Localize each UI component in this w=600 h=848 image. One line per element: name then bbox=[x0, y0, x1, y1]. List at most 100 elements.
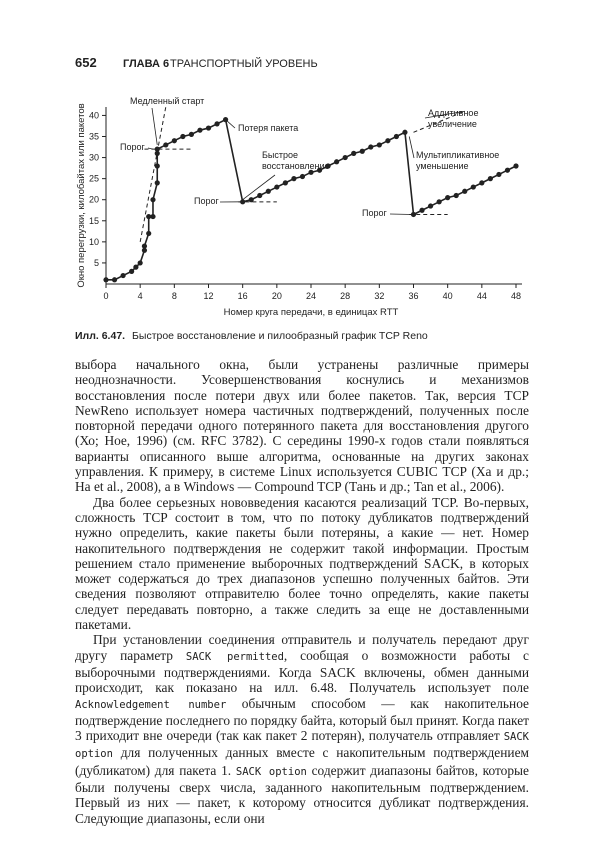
annotation: Быстрое bbox=[262, 150, 298, 160]
annotation-pointer bbox=[242, 174, 276, 201]
annotation: уменьшение bbox=[416, 161, 468, 171]
guide-line bbox=[413, 110, 465, 133]
data-point bbox=[470, 184, 476, 190]
data-point bbox=[419, 207, 425, 213]
x-tick-label: 28 bbox=[340, 291, 350, 301]
x-tick-label: 44 bbox=[477, 291, 487, 301]
data-point bbox=[368, 144, 374, 150]
data-point bbox=[163, 142, 169, 148]
data-point bbox=[453, 192, 459, 199]
annotation-pointer bbox=[147, 147, 154, 150]
data-point bbox=[376, 142, 382, 148]
data-point bbox=[359, 148, 365, 154]
data-point bbox=[111, 277, 118, 283]
data-point bbox=[445, 195, 451, 201]
code-text: Acknowledgement number bbox=[75, 698, 227, 711]
data-point bbox=[513, 163, 519, 169]
annotation-pointer bbox=[408, 136, 415, 159]
data-point bbox=[257, 192, 263, 199]
data-point bbox=[154, 146, 160, 152]
data-point bbox=[154, 150, 160, 156]
data-point bbox=[342, 154, 348, 161]
data-point bbox=[248, 197, 254, 203]
x-tick-label: 4 bbox=[138, 291, 143, 301]
data-point bbox=[180, 133, 186, 140]
data-point bbox=[504, 167, 511, 173]
annotation: Медленный старт bbox=[130, 96, 204, 106]
y-tick-label: 40 bbox=[89, 110, 99, 120]
x-tick-label: 12 bbox=[203, 291, 213, 301]
x-tick-label: 24 bbox=[306, 291, 316, 301]
data-point bbox=[299, 173, 306, 180]
guide-line bbox=[139, 106, 167, 242]
data-point bbox=[427, 203, 434, 209]
data-point bbox=[274, 184, 280, 190]
text-run: При установлении соединения отправитель … bbox=[75, 632, 529, 663]
text-run: для полученных данных вместе с накопител… bbox=[75, 745, 529, 778]
text-run: обычным способом — как накопительное под… bbox=[75, 695, 529, 744]
y-tick-label: 15 bbox=[89, 216, 99, 226]
data-point bbox=[402, 129, 408, 135]
data-point bbox=[385, 138, 391, 144]
data-point bbox=[462, 188, 468, 194]
data-point bbox=[171, 138, 177, 144]
data-point bbox=[393, 133, 400, 140]
y-tick-label: 25 bbox=[89, 174, 99, 184]
figure: 652 ГЛАВА 6 ТРАНСПОРТНЫЙ УРОВЕНЬ Илл. 6.… bbox=[75, 55, 522, 342]
paragraph: При установлении соединения отправитель … bbox=[75, 632, 529, 826]
data-point bbox=[137, 260, 143, 266]
x-tick-label: 48 bbox=[511, 291, 521, 301]
data-point bbox=[479, 180, 485, 186]
data-point bbox=[282, 180, 288, 186]
data-point bbox=[205, 125, 212, 131]
y-tick-label: 30 bbox=[89, 153, 99, 163]
text-run: выбора начального окна, были устранены р… bbox=[75, 357, 529, 495]
data-point bbox=[291, 176, 297, 182]
data-point bbox=[141, 247, 148, 253]
data-point bbox=[146, 213, 152, 220]
x-tick-label: 0 bbox=[103, 291, 108, 301]
annotation-pointer bbox=[225, 119, 236, 129]
y-tick-label: 10 bbox=[89, 237, 99, 247]
data-point bbox=[334, 159, 340, 165]
code-text: SACK permitted bbox=[185, 650, 284, 663]
caption-label: Илл. 6.47. bbox=[75, 330, 125, 342]
data-point bbox=[436, 199, 442, 205]
data-point bbox=[197, 127, 203, 133]
chapter-title: ТРАНСПОРТНЫЙ УРОВЕНЬ bbox=[170, 57, 318, 70]
y-tick-label: 35 bbox=[89, 132, 99, 142]
data-point bbox=[325, 163, 331, 169]
x-tick-label: 20 bbox=[272, 291, 282, 301]
y-tick-label: 20 bbox=[89, 195, 99, 205]
caption-text: Быстрое восстановление и пилообразный гр… bbox=[132, 330, 428, 342]
data-point bbox=[150, 197, 156, 203]
data-point bbox=[154, 180, 160, 186]
page-number: 652 bbox=[75, 55, 97, 70]
data-point bbox=[120, 272, 126, 279]
data-point bbox=[487, 176, 493, 182]
data-point bbox=[308, 169, 314, 175]
x-tick-label: 40 bbox=[443, 291, 453, 301]
annotation: Порог bbox=[194, 196, 219, 206]
code-text: SACK option bbox=[75, 731, 529, 761]
y-axis-label: Окно перегрузки, килобайтах или пакетов bbox=[76, 103, 87, 287]
annotation: Порог bbox=[120, 142, 145, 152]
annotation: восстановление bbox=[262, 161, 330, 171]
y-tick-label: 5 bbox=[94, 258, 99, 268]
annotation: Потеря пакета bbox=[238, 123, 298, 133]
data-point bbox=[351, 150, 357, 156]
x-tick-label: 8 bbox=[172, 291, 177, 301]
data-point bbox=[496, 171, 502, 178]
data-point bbox=[154, 163, 160, 169]
x-tick-label: 36 bbox=[408, 291, 418, 301]
data-point bbox=[133, 264, 139, 270]
code-text: SACK option bbox=[235, 765, 307, 778]
annotation: увеличение bbox=[428, 119, 477, 129]
annotation: Мультипликативное bbox=[416, 150, 499, 160]
paragraph: Два более серьезных нововведения касаютс… bbox=[75, 495, 529, 633]
chapter: ГЛАВА 6 bbox=[123, 58, 169, 70]
annotation-pointer bbox=[424, 110, 465, 119]
text-run: Два более серьезных нововведения касаютс… bbox=[75, 494, 529, 633]
annotation: Порог bbox=[362, 208, 387, 218]
